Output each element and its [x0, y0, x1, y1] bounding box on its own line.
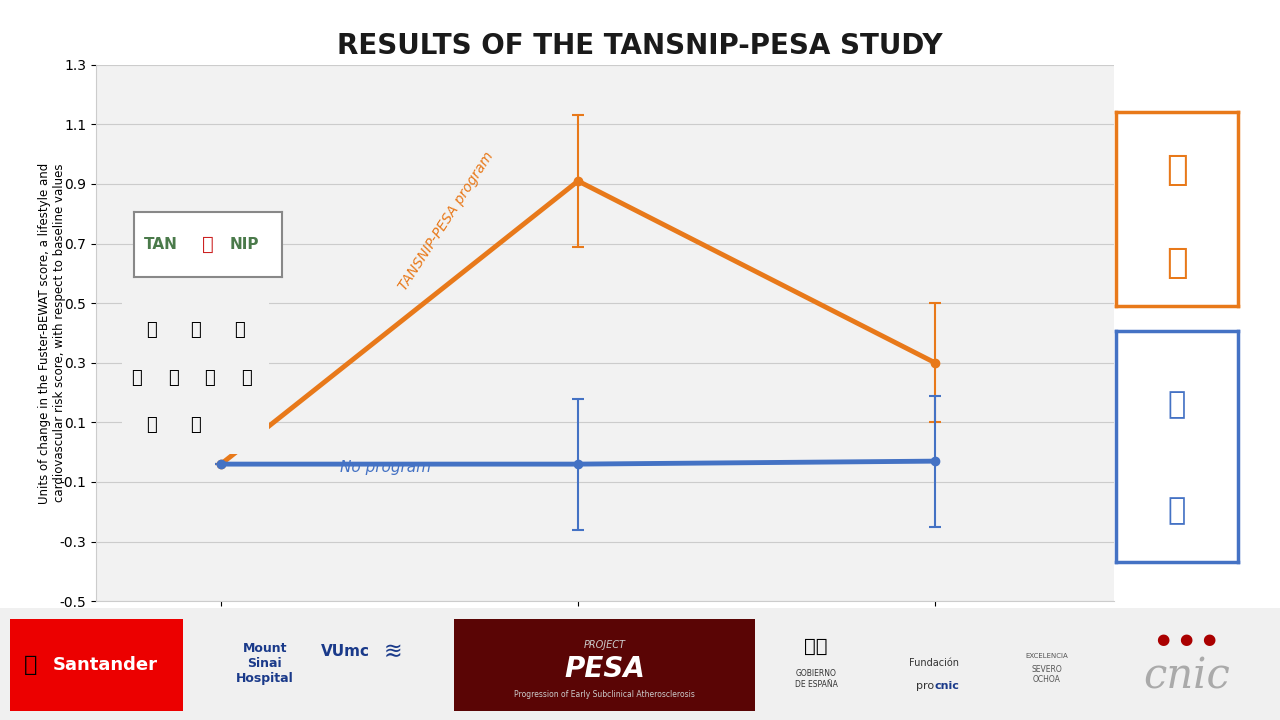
Text: 👤: 👤	[146, 321, 156, 339]
Text: Fundación: Fundación	[909, 658, 960, 668]
Text: 🔥: 🔥	[24, 655, 37, 675]
Text: PROJECT: PROJECT	[584, 640, 626, 650]
Text: 🏃: 🏃	[202, 235, 214, 254]
Text: ●  ●  ●: ● ● ●	[1157, 632, 1216, 647]
Text: Santander: Santander	[52, 657, 157, 674]
Text: 👤: 👤	[189, 416, 201, 434]
Text: 👤: 👤	[234, 321, 244, 339]
Text: Progression of Early Subclinical Atherosclerosis: Progression of Early Subclinical Atheros…	[515, 690, 695, 699]
Text: TAN: TAN	[143, 238, 178, 252]
Text: cnic: cnic	[934, 680, 959, 690]
Text: cnic: cnic	[1143, 655, 1230, 698]
Text: ≋: ≋	[383, 642, 402, 662]
Text: No program: No program	[340, 461, 431, 475]
Text: 👤: 👤	[131, 369, 142, 387]
Text: EXCELENCIA: EXCELENCIA	[1025, 653, 1068, 659]
Text: 🍎: 🍎	[1166, 246, 1188, 280]
Y-axis label: Units of change in the Fuster-BEWAT score, a lifestyle and
cardiovascular risk s: Units of change in the Fuster-BEWAT scor…	[38, 163, 67, 503]
Text: 👤: 👤	[242, 369, 252, 387]
Text: SEVERO
OCHOA: SEVERO OCHOA	[1030, 665, 1062, 684]
Text: 👤: 👤	[205, 369, 215, 387]
Text: 🏃: 🏃	[1166, 153, 1188, 187]
Text: pro: pro	[916, 680, 934, 690]
Text: 🍔: 🍔	[1167, 496, 1187, 526]
Text: 🖥️: 🖥️	[1167, 390, 1187, 420]
Text: Mount
Sinai
Hospital: Mount Sinai Hospital	[236, 642, 293, 685]
Text: PESA: PESA	[564, 655, 645, 683]
Text: 👤: 👤	[146, 416, 156, 434]
Text: 👤: 👤	[168, 369, 178, 387]
Text: RESULTS OF THE TANSNIP-PESA STUDY: RESULTS OF THE TANSNIP-PESA STUDY	[337, 32, 943, 60]
Text: VUmc: VUmc	[321, 644, 370, 659]
Text: 🇪🇸: 🇪🇸	[804, 637, 828, 657]
Text: GOBIERNO
DE ESPAÑA: GOBIERNO DE ESPAÑA	[795, 670, 837, 689]
Text: NIP: NIP	[230, 238, 260, 252]
Text: 👤: 👤	[189, 321, 201, 339]
Text: TANSNIP-PESA program: TANSNIP-PESA program	[397, 149, 497, 293]
